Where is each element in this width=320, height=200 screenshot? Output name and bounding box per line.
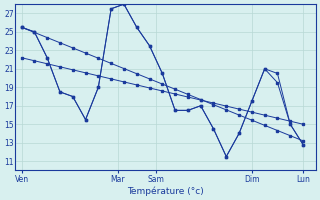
- X-axis label: Température (°c): Température (°c): [127, 186, 204, 196]
